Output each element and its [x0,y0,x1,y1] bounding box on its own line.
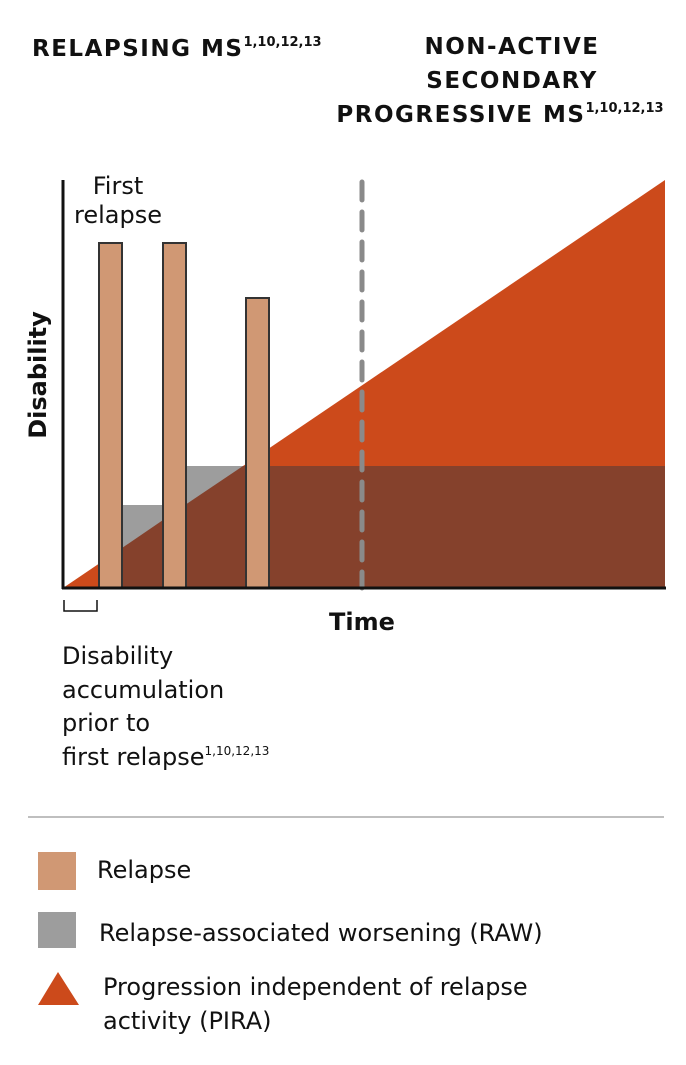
heading-refs: 1,10,12,13 [585,101,663,116]
legend-label: Progression independent of relapse [103,973,528,1001]
note-line: first relapse1,10,12,13 [62,743,269,771]
note-line: Disability [62,642,173,670]
note-refs: 1,10,12,13 [205,744,270,758]
legend-swatch-pira [38,972,79,1005]
relapse-bar [162,242,187,589]
note-line: accumulation [62,676,224,704]
legend-label: activity (PIRA) [103,1007,272,1035]
heading-spms-3: PROGRESSIVE MS1,10,12,13 [336,101,663,128]
first-relapse-label: First [93,172,144,200]
legend-swatch-relapse [38,852,76,890]
heading-text: PROGRESSIVE MS [336,102,585,128]
legend-swatch-raw [38,912,76,948]
legend-label: Relapse [97,856,191,884]
bracket [63,600,98,612]
first-relapse-label: relapse [74,201,162,229]
heading-text: RELAPSING MS [32,36,243,62]
relapse-bar [98,242,123,589]
x-axis-label: Time [329,608,395,636]
legend-label: Relapse-associated worsening (RAW) [99,919,543,947]
y-axis-label: Disability [24,311,52,439]
note-line: prior to [62,709,150,737]
heading-spms-1: NON-ACTIVE [424,34,599,60]
relapse-bar [245,297,270,589]
note-text: first relapse [62,743,205,771]
heading-refs: 1,10,12,13 [243,35,321,50]
heading-spms-2: SECONDARY [426,68,597,94]
heading-relapsing: RELAPSING MS1,10,12,13 [32,35,322,62]
